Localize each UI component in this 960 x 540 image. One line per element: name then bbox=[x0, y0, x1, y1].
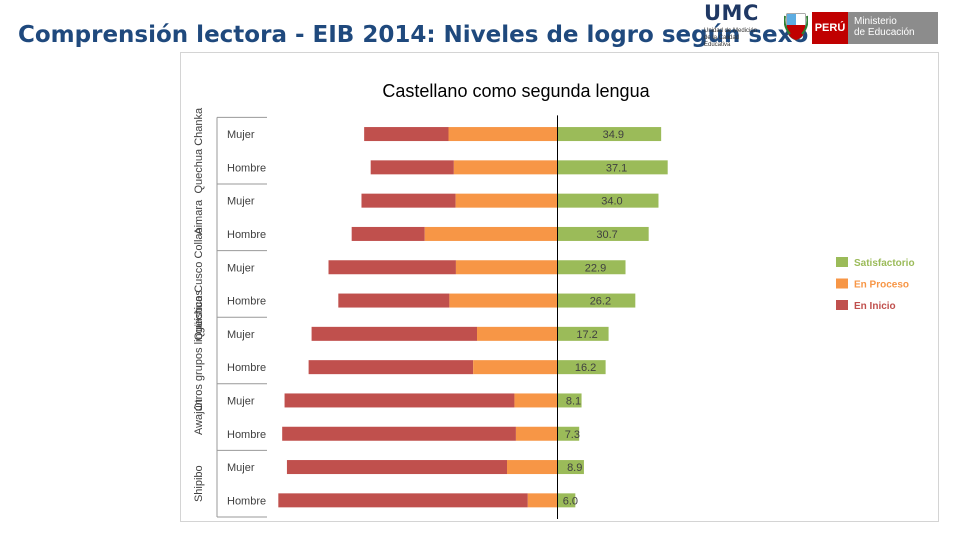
umc-subtitle-line: de la Calidad Educativa bbox=[704, 35, 740, 48]
legend-swatch bbox=[836, 278, 848, 289]
data-label: 34.9 bbox=[603, 129, 624, 141]
bar-en-proceso bbox=[424, 226, 558, 241]
chart-title: Castellano como segunda lengua bbox=[382, 81, 650, 101]
bar-en-inicio bbox=[286, 460, 508, 475]
ministry-badge: PERÚ Ministerio de Educación bbox=[812, 12, 938, 44]
ministry-label: Ministerio de Educación bbox=[848, 12, 938, 44]
data-label: 8.1 bbox=[566, 395, 581, 407]
data-label: 26.2 bbox=[590, 296, 611, 308]
bar-en-inicio bbox=[370, 160, 454, 175]
category-label: Mujer bbox=[227, 262, 255, 274]
category-label: Hombre bbox=[227, 429, 266, 441]
bar-satisfactorio bbox=[557, 326, 609, 341]
peru-label: PERÚ bbox=[812, 12, 848, 44]
bar-en-inicio bbox=[282, 426, 516, 441]
group-label: Aimara bbox=[193, 199, 205, 235]
bar-satisfactorio bbox=[557, 393, 582, 408]
ministry-label-line: Ministerio bbox=[854, 16, 897, 27]
bar-satisfactorio bbox=[557, 127, 662, 142]
category-label: Hombre bbox=[227, 296, 266, 308]
umc-subtitle-line: Unidad de Medición bbox=[704, 28, 758, 34]
bar-en-inicio bbox=[278, 493, 528, 508]
bar-en-proceso bbox=[453, 160, 558, 175]
legend-label: En Inicio bbox=[854, 301, 896, 312]
bar-en-proceso bbox=[515, 426, 558, 441]
category-label: Mujer bbox=[227, 462, 255, 474]
category-label: Mujer bbox=[227, 196, 255, 208]
category-label: Mujer bbox=[227, 129, 255, 141]
data-label: 30.7 bbox=[596, 229, 617, 241]
bar-en-inicio bbox=[284, 393, 515, 408]
bar-en-inicio bbox=[361, 193, 456, 208]
bar-en-proceso bbox=[449, 293, 558, 308]
bar-en-proceso bbox=[448, 127, 558, 142]
category-label: Mujer bbox=[227, 395, 255, 407]
bar-satisfactorio bbox=[557, 160, 668, 175]
bar-en-inicio bbox=[338, 293, 450, 308]
umc-logo-text: UMC bbox=[704, 1, 759, 25]
chart-panel: Castellano como segunda lengua Quechua C… bbox=[180, 52, 939, 522]
category-label: Hombre bbox=[227, 162, 266, 174]
category-label: Hombre bbox=[227, 495, 266, 507]
bar-en-inicio bbox=[311, 326, 478, 341]
group-label: Shipibo bbox=[193, 465, 205, 502]
bar-en-proceso bbox=[527, 493, 558, 508]
umc-logo-subtitle: Unidad de Medición de la Calidad Educati… bbox=[704, 28, 766, 49]
umc-logo: UMC Unidad de Medición de la Calidad Edu… bbox=[704, 2, 766, 52]
data-label: 34.0 bbox=[601, 196, 622, 208]
bar-en-inicio bbox=[351, 226, 425, 241]
bar-satisfactorio bbox=[557, 493, 576, 508]
legend-swatch bbox=[836, 300, 848, 310]
category-label: Mujer bbox=[227, 329, 255, 341]
bar-satisfactorio bbox=[557, 460, 584, 475]
group-label: Awajún bbox=[193, 399, 205, 435]
bar-en-inicio bbox=[328, 260, 456, 275]
bar-en-proceso bbox=[473, 360, 558, 375]
bar-en-proceso bbox=[514, 393, 558, 408]
bar-satisfactorio bbox=[557, 360, 606, 375]
data-label: 37.1 bbox=[606, 162, 627, 174]
group-label: Quechua Cusco Collao bbox=[193, 227, 205, 340]
data-label: 16.2 bbox=[575, 362, 596, 374]
data-label: 8.9 bbox=[567, 462, 582, 474]
data-label: 17.2 bbox=[576, 329, 597, 341]
diverging-bar-chart: Castellano como segunda lengua Quechua C… bbox=[193, 81, 915, 519]
bar-satisfactorio bbox=[557, 260, 626, 275]
bar-en-proceso bbox=[477, 326, 558, 341]
bar-en-inicio bbox=[364, 127, 449, 142]
legend-label: En Proceso bbox=[854, 280, 909, 291]
data-label: 7.3 bbox=[565, 429, 580, 441]
legend-label: Satisfactorio bbox=[854, 258, 915, 269]
bar-en-proceso bbox=[455, 260, 558, 275]
peru-coat-of-arms-icon bbox=[784, 13, 808, 41]
slide-title: Comprensión lectora - EIB 2014: Niveles … bbox=[18, 22, 809, 48]
group-label: Quechua Chanka bbox=[193, 107, 205, 193]
bar-satisfactorio bbox=[557, 293, 636, 308]
bar-en-proceso bbox=[507, 460, 558, 475]
category-label: Hombre bbox=[227, 229, 266, 241]
category-label: Hombre bbox=[227, 362, 266, 374]
ministry-label-line: de Educación bbox=[854, 27, 915, 38]
bar-satisfactorio bbox=[557, 193, 659, 208]
bar-satisfactorio bbox=[557, 226, 649, 241]
legend-swatch bbox=[836, 257, 848, 267]
bar-satisfactorio bbox=[557, 426, 580, 441]
group-label: Otros grupos lingüísticos bbox=[193, 289, 205, 411]
bar-en-inicio bbox=[308, 360, 474, 375]
data-label: 6.0 bbox=[563, 495, 578, 507]
bar-en-proceso bbox=[455, 193, 558, 208]
data-label: 22.9 bbox=[585, 262, 606, 274]
